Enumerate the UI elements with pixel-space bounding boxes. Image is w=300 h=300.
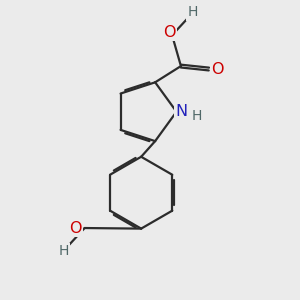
Text: O: O [212,61,224,76]
Text: O: O [69,220,82,236]
Text: H: H [192,109,202,123]
Text: H: H [188,5,198,20]
Text: H: H [59,244,69,258]
Text: O: O [164,25,176,40]
Text: N: N [176,104,188,119]
